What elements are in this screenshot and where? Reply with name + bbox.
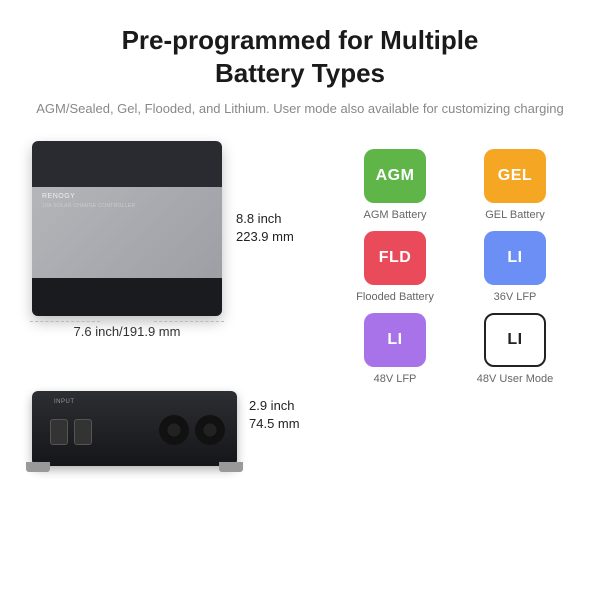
label-gel: GEL Battery xyxy=(462,209,568,221)
terminals xyxy=(50,419,92,445)
tile-gel: GEL GEL Battery xyxy=(462,149,568,221)
height-dimension: 8.8 inch 223.9 mm xyxy=(236,210,294,245)
mount-foot-left xyxy=(26,462,50,472)
badge-li48: LI xyxy=(364,313,426,367)
badge-fld: FLD xyxy=(364,231,426,285)
page-subtitle: AGM/Sealed, Gel, Flooded, and Lithium. U… xyxy=(32,99,568,119)
depth-mm: 74.5 mm xyxy=(249,415,300,433)
terminal-neg xyxy=(74,419,92,445)
device-front-view: INPUT xyxy=(32,391,237,466)
label-user: 48V User Mode xyxy=(462,373,568,385)
input-label: INPUT xyxy=(54,399,75,405)
terminal-pos xyxy=(50,419,68,445)
tile-li36: LI 36V LFP xyxy=(462,231,568,303)
badge-li36: LI xyxy=(484,231,546,285)
tile-user: LI 48V User Mode xyxy=(462,313,568,385)
title-line2: Battery Types xyxy=(215,58,385,88)
mount-foot-right xyxy=(219,462,243,472)
page-title: Pre-programmed for Multiple Battery Type… xyxy=(32,24,568,89)
device-brand: RENOGY xyxy=(42,193,75,200)
badge-agm: AGM xyxy=(364,149,426,203)
depth-inches: 2.9 inch xyxy=(249,397,300,415)
label-agm: AGM Battery xyxy=(342,209,448,221)
badge-user: LI xyxy=(484,313,546,367)
tile-fld: FLD Flooded Battery xyxy=(342,231,448,303)
device-top-view: RENOGY 10A SOLAR CHARGE CONTROLLER xyxy=(32,141,222,316)
label-li36: 36V LFP xyxy=(462,291,568,303)
device-model: 10A SOLAR CHARGE CONTROLLER xyxy=(42,203,135,209)
height-inches: 8.8 inch xyxy=(236,210,294,228)
content-area: RENOGY 10A SOLAR CHARGE CONTROLLER 8.8 i… xyxy=(32,141,568,466)
width-dimension: 7.6 inch/191.9 mm xyxy=(32,324,222,339)
tile-li48: LI 48V LFP xyxy=(342,313,448,385)
tile-agm: AGM AGM Battery xyxy=(342,149,448,221)
product-column: RENOGY 10A SOLAR CHARGE CONTROLLER 8.8 i… xyxy=(32,141,322,466)
title-line1: Pre-programmed for Multiple xyxy=(122,25,479,55)
battery-tiles: AGM AGM Battery GEL GEL Battery FLD Floo… xyxy=(342,141,568,466)
height-mm: 223.9 mm xyxy=(236,228,294,246)
depth-dimension: 2.9 inch 74.5 mm xyxy=(249,397,300,432)
badge-gel: GEL xyxy=(484,149,546,203)
label-fld: Flooded Battery xyxy=(342,291,448,303)
label-li48: 48V LFP xyxy=(342,373,448,385)
